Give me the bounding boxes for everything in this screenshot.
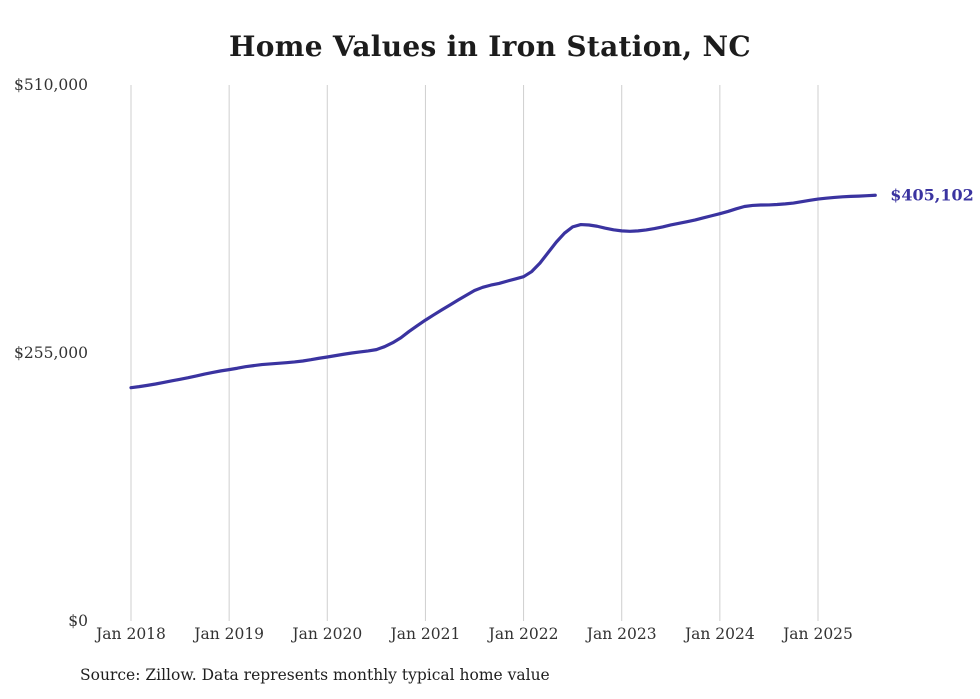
x-axis-tick-label: Jan 2019 — [192, 625, 264, 643]
end-value-label: $405,102 — [890, 186, 974, 205]
x-axis-tick-label: Jan 2020 — [290, 625, 362, 643]
x-axis-tick-label: Jan 2025 — [781, 625, 853, 643]
x-axis-tick-label: Jan 2022 — [487, 625, 559, 643]
x-axis-tick-label: Jan 2023 — [585, 625, 657, 643]
source-note: Source: Zillow. Data represents monthly … — [80, 666, 550, 684]
y-axis-tick-label: $510,000 — [14, 76, 88, 94]
x-axis-tick-label: Jan 2024 — [683, 625, 755, 643]
chart-title: Home Values in Iron Station, NC — [229, 30, 751, 63]
x-axis-tick-label: Jan 2018 — [94, 625, 166, 643]
x-axis-tick-label: Jan 2021 — [389, 625, 461, 643]
y-axis-tick-label: $0 — [68, 612, 88, 630]
home-value-line — [129, 193, 877, 390]
y-axis-tick-label: $255,000 — [14, 344, 88, 362]
